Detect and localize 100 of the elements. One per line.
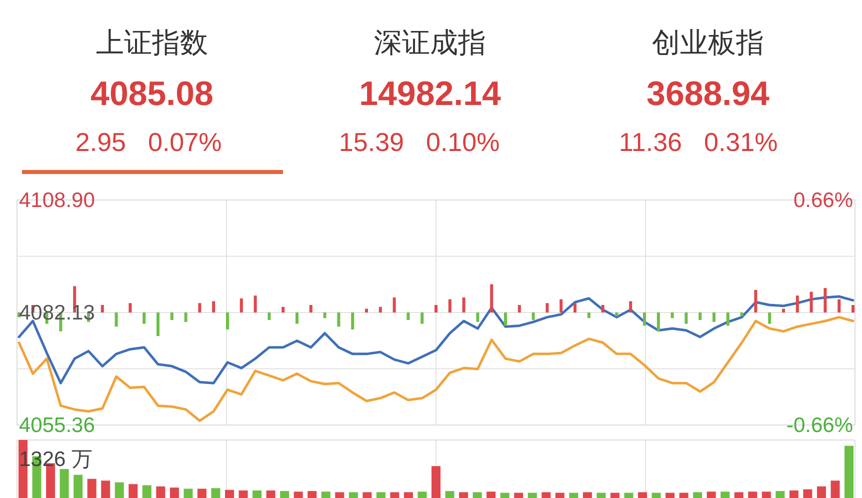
bar [252, 490, 262, 498]
bar [615, 312, 618, 316]
bar [542, 492, 551, 498]
bar [698, 312, 702, 320]
text: 0.10% [426, 127, 500, 157]
bar [434, 304, 438, 312]
bar [323, 312, 326, 318]
bar [170, 488, 179, 498]
bar [528, 492, 537, 498]
bar [712, 312, 716, 322]
bar [624, 492, 634, 498]
bar [776, 491, 785, 498]
bar [254, 296, 257, 312]
bar [101, 480, 110, 498]
bar [378, 306, 382, 312]
bar [240, 298, 243, 312]
bar [796, 296, 799, 312]
bar [486, 492, 496, 498]
bar [321, 492, 330, 498]
bar [406, 312, 410, 320]
bar [582, 492, 592, 498]
bar [768, 312, 772, 324]
bar [266, 490, 276, 498]
bar [824, 288, 827, 312]
bar [198, 303, 202, 312]
bar [852, 304, 854, 312]
bar [459, 492, 468, 498]
bar [555, 492, 564, 498]
line-series [18, 295, 854, 384]
bar [569, 492, 578, 498]
bar [762, 492, 771, 498]
bar [337, 312, 340, 327]
bar [376, 492, 386, 498]
bar [418, 492, 427, 498]
text: 上证指数 [96, 27, 208, 58]
bar [810, 292, 813, 312]
bar [448, 299, 452, 312]
bar [348, 492, 358, 498]
bar [546, 303, 549, 312]
bar [142, 485, 152, 498]
bar [280, 491, 290, 498]
bar [87, 478, 96, 498]
bar [212, 301, 216, 312]
bar [142, 312, 146, 324]
text: 0.31% [704, 127, 778, 157]
bar [335, 492, 344, 498]
bar [587, 312, 590, 318]
bar [601, 304, 604, 312]
bar [225, 490, 234, 498]
bar [390, 492, 400, 498]
bar [226, 312, 229, 330]
y2-tick-label: -0.66% [786, 414, 853, 437]
bar [844, 446, 854, 498]
text: 15.39 [338, 127, 404, 157]
bar [420, 312, 424, 324]
bar [560, 299, 563, 312]
bar [296, 312, 298, 324]
bar [693, 492, 702, 498]
bar [114, 482, 124, 498]
bar [748, 492, 758, 498]
bar [638, 492, 647, 498]
text: 11.36 [618, 127, 682, 157]
bar [596, 492, 606, 498]
bar [211, 488, 220, 498]
bar [74, 474, 83, 498]
text: 3688.94 [646, 75, 770, 113]
bar [518, 304, 521, 312]
bar [754, 290, 758, 312]
bar [60, 469, 69, 498]
bar [392, 297, 396, 312]
bar [309, 304, 312, 312]
bar [432, 466, 440, 498]
bar [504, 312, 507, 326]
text: 创业板指 [652, 27, 764, 58]
bar [365, 308, 368, 312]
bar [445, 491, 454, 498]
bar [643, 312, 646, 326]
bar [238, 490, 248, 498]
bar [170, 312, 174, 320]
bar [282, 306, 285, 312]
bar [114, 312, 118, 327]
bar [156, 312, 160, 336]
bar [830, 480, 840, 498]
bar [268, 312, 271, 320]
bar [490, 284, 494, 312]
bar [128, 303, 132, 312]
text: 0.07% [148, 127, 222, 157]
bar [670, 312, 674, 318]
bar [156, 486, 166, 498]
y2-tick-label: 0.66% [793, 189, 853, 212]
text: 14982.14 [359, 75, 501, 113]
bar [652, 492, 661, 498]
bar [740, 312, 744, 316]
bar [128, 484, 138, 498]
bar [706, 492, 716, 498]
bar [197, 488, 206, 498]
bar [656, 312, 660, 332]
bar [351, 312, 354, 330]
bar [816, 486, 826, 498]
bar [629, 301, 632, 312]
